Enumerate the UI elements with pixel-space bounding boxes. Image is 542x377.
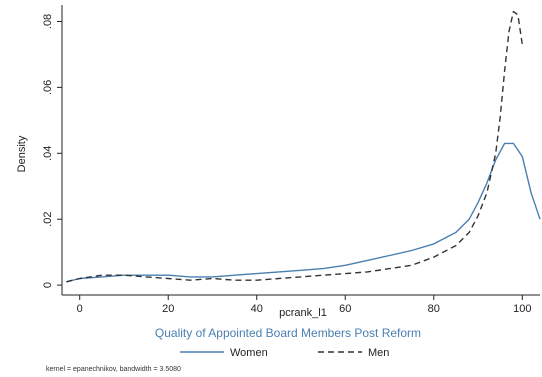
legend-label-men: Men — [368, 347, 389, 359]
x-tick-label: 40 — [251, 303, 263, 315]
series-line-men — [66, 10, 523, 283]
legend-label-women: Women — [230, 347, 268, 359]
kernel-note: kernel = epanechnikov, bandwidth = 3.508… — [46, 366, 181, 373]
y-tick-label: .06 — [42, 80, 54, 95]
x-tick-label: 0 — [77, 303, 83, 315]
series-layer — [66, 10, 541, 283]
x-tick-label: 80 — [428, 303, 440, 315]
x-axis-label: pcrank_l1 — [279, 307, 327, 319]
y-axis-label: Density — [16, 135, 28, 172]
x-tick-label: 60 — [339, 303, 351, 315]
chart-caption: Quality of Appointed Board Members Post … — [155, 326, 421, 340]
x-tick-label: 20 — [162, 303, 174, 315]
y-tick-label: 0 — [42, 282, 54, 288]
y-tick-label: .02 — [42, 212, 54, 227]
series-line-women — [66, 142, 541, 283]
y-tick-label: .08 — [42, 14, 54, 29]
legend: Women Men — [180, 347, 389, 359]
y-tick-label: .04 — [42, 146, 54, 161]
axes: 0 .02 .04 .06 .08 0 20 40 60 80 100 — [42, 5, 540, 315]
x-tick-label: 100 — [513, 303, 531, 315]
